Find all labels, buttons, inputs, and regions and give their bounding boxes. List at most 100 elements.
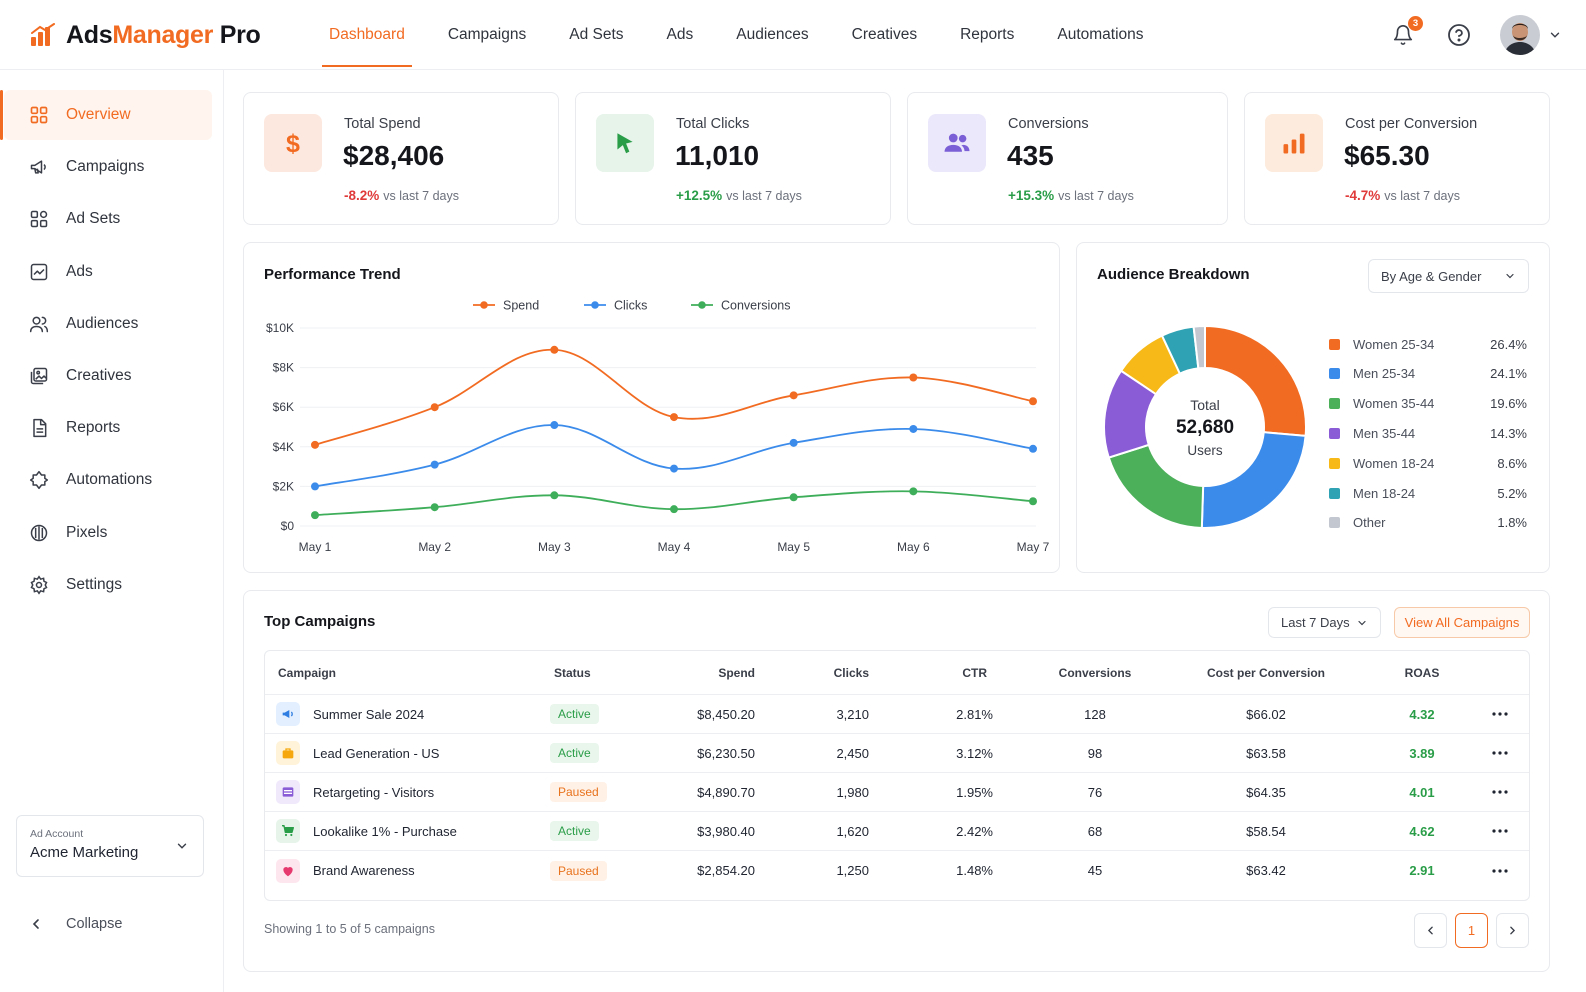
campaign-cell[interactable]: Lead Generation - US [276,734,439,772]
document-icon [28,417,50,439]
data-point-spend[interactable] [1029,397,1037,406]
col-roas[interactable]: ROAS [1404,665,1440,680]
data-point-conversions[interactable] [550,491,559,500]
campaign-cell[interactable]: Summer Sale 2024 [276,695,424,733]
y-tick-label: $6K [273,400,294,414]
data-point-spend[interactable] [909,373,918,382]
chevron-down-icon[interactable] [1548,28,1562,42]
audience-breakdown-title: Audience Breakdown [1097,266,1250,283]
col-status[interactable]: Status [554,665,591,680]
data-point-spend[interactable] [789,391,798,400]
campaign-cell[interactable]: Brand Awareness [276,851,415,890]
col-campaign[interactable]: Campaign [278,665,337,680]
data-point-clicks[interactable] [550,421,559,430]
data-point-conversions[interactable] [1029,497,1037,506]
pagination-next-button[interactable] [1496,913,1529,948]
data-point-conversions[interactable] [311,511,319,520]
campaign-name[interactable]: Retargeting - Visitors [313,784,435,800]
donut-slice-other[interactable] [1192,324,1206,370]
table-row[interactable]: Lookalike 1% - Purchase Active $3,980.40 1,… [265,812,1529,851]
row-more-button[interactable] [1485,851,1515,890]
ad-account-selector[interactable]: Ad Account Acme Marketing [16,815,204,877]
nav-reports[interactable]: Reports [960,26,1015,43]
campaign-name[interactable]: Lookalike 1% - Purchase [313,823,457,839]
nav-automations[interactable]: Automations [1057,26,1144,43]
spend-cell: $3,980.40 [697,823,755,839]
brand-logo[interactable]: AdsManager Pro [30,18,261,52]
data-point-conversions[interactable] [670,505,678,514]
legend-item: Men 35-44 14.3% [1329,423,1527,443]
data-point-conversions[interactable] [789,493,798,502]
table-row[interactable]: Lead Generation - US Active $6,230.50 2,450… [265,734,1529,773]
data-point-clicks[interactable] [670,464,678,473]
data-point-spend[interactable] [311,440,319,449]
campaign-cell[interactable]: Lookalike 1% - Purchase [276,812,457,850]
campaign-name[interactable]: Lead Generation - US [313,745,440,761]
donut-slice-men-25-34[interactable] [1200,431,1307,529]
col-clicks[interactable]: Clicks [833,665,869,680]
col-conversions[interactable]: Conversions [1058,665,1132,680]
table-row[interactable]: Brand Awareness Paused $2,854.20 1,250 1.48%… [265,851,1529,890]
sidebar-item-ads[interactable]: Ads [4,247,212,297]
col-ctr[interactable]: CTR [962,665,987,680]
roas-cell: 2.91 [1409,863,1435,878]
data-point-clicks[interactable] [789,438,798,447]
chevron-down-icon [1358,620,1366,625]
campaign-name[interactable]: Brand Awareness [313,863,415,878]
pagination-page-1[interactable]: 1 [1455,913,1488,948]
campaign-cell[interactable]: Retargeting - Visitors [276,773,434,811]
sidebar-item-ad-sets[interactable]: Ad Sets [4,194,212,244]
nav-campaigns[interactable]: Campaigns [447,26,527,43]
data-point-conversions[interactable] [909,487,918,496]
chevron-down-icon [1506,273,1514,279]
audience-breakdown-select[interactable]: By Age & Gender [1368,259,1529,293]
row-more-button[interactable] [1485,812,1515,850]
col-spend[interactable]: Spend [718,665,755,680]
donut-slice-women-25-34[interactable] [1204,324,1307,437]
more-horizontal-icon [1492,751,1508,755]
data-point-spend[interactable] [430,403,439,412]
legend-label: Men 25-34 [1353,366,1416,382]
sidebar-item-pixels[interactable]: Pixels [4,508,212,558]
campaign-name[interactable]: Summer Sale 2024 [313,706,425,722]
chart-legend-item-spend[interactable]: Spend [473,299,539,313]
nav-creatives[interactable]: Creatives [851,26,918,43]
sidebar-item-overview[interactable]: Overview [0,90,212,140]
data-point-spend[interactable] [670,413,678,422]
view-all-campaigns-button[interactable]: View All Campaigns [1394,607,1530,638]
table-row[interactable]: Summer Sale 2024 Active $8,450.20 3,210 2.81… [265,695,1529,734]
sidebar-item-campaigns[interactable]: Campaigns [4,142,212,192]
row-more-button[interactable] [1485,734,1515,772]
pagination-prev-button[interactable] [1414,913,1447,948]
sidebar-item-automations[interactable]: Automations [4,455,212,505]
row-more-button[interactable] [1485,773,1515,811]
kpi-label: Total Spend [344,116,421,132]
nav-dashboard[interactable]: Dashboard [322,0,412,70]
nav-ads[interactable]: Ads [666,26,694,43]
avatar[interactable] [1500,15,1540,55]
sidebar-item-settings[interactable]: Settings [4,560,212,610]
data-point-spend[interactable] [550,345,559,354]
y-tick-label: $10K [266,321,294,335]
chart-legend-item-clicks[interactable]: Clicks [584,299,647,313]
chart-legend-item-conversions[interactable]: Conversions [691,299,790,313]
data-point-clicks[interactable] [311,482,319,491]
sidebar-item-audiences[interactable]: Audiences [4,299,212,349]
data-point-conversions[interactable] [430,503,439,512]
briefcase-icon [276,741,300,765]
collapse-sidebar-button[interactable]: Collapse [28,916,122,932]
table-row[interactable]: Retargeting - Visitors Paused $4,890.70 1,9… [265,773,1529,812]
notifications-button[interactable]: 3 [1388,16,1423,50]
nav-audiences[interactable]: Audiences [736,26,809,43]
row-more-button[interactable] [1485,695,1515,733]
date-range-select[interactable]: Last 7 Days [1268,607,1381,638]
sidebar-item-creatives[interactable]: Creatives [4,351,212,401]
data-point-clicks[interactable] [1029,444,1037,453]
sidebar-item-reports[interactable]: Reports [4,403,212,453]
svg-text:$: $ [286,130,300,158]
col-cost-per-conversion[interactable]: Cost per Conversion [1206,665,1326,680]
nav-ad-sets[interactable]: Ad Sets [569,26,624,43]
data-point-clicks[interactable] [909,424,918,433]
data-point-clicks[interactable] [430,460,439,469]
help-button[interactable] [1444,20,1474,50]
